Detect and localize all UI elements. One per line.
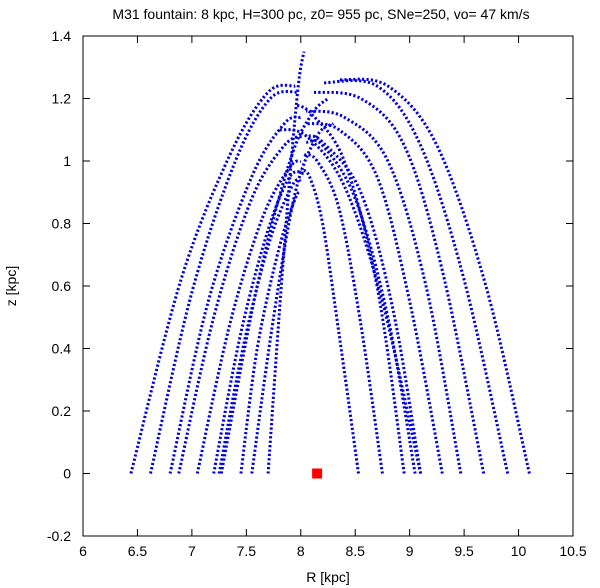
x-tick-label: 6.5 (128, 543, 148, 559)
trajectory-line (250, 122, 335, 474)
trajectory-line (338, 77, 531, 474)
trajectory-line (305, 134, 423, 474)
trajectory-line (305, 109, 463, 474)
x-tick-label: 7.5 (237, 543, 257, 559)
trajectories (129, 51, 531, 479)
x-tick-label: 8 (297, 543, 305, 559)
x-tick-label: 9.5 (454, 543, 474, 559)
y-axis-title: z [kpc] (3, 266, 19, 306)
x-axis: 6 6.5 7 7.5 8 8.5 9 9.5 10 10.5 (79, 36, 587, 559)
y-axis: -0.2 0 0.2 0.4 0.6 0.8 1 1.2 1.4 (47, 28, 573, 544)
trajectory-line (212, 170, 305, 474)
trajectory-line (303, 153, 384, 474)
y-tick-label: 0 (63, 466, 71, 482)
x-tick-label: 10 (511, 543, 527, 559)
x-tick-label: 10.5 (559, 543, 586, 559)
y-tick-label: 0.2 (52, 403, 72, 419)
y-tick-label: 1 (63, 153, 71, 169)
y-tick-label: 0.4 (52, 341, 72, 357)
trajectory-line (322, 79, 510, 474)
trajectory-line (294, 103, 406, 474)
chart-title: M31 fountain: 8 kpc, H=300 pc, z0= 955 p… (112, 6, 529, 22)
y-tick-label: 1.2 (52, 91, 72, 107)
y-tick-label: -0.2 (47, 528, 71, 544)
y-tick-label: 1.4 (52, 28, 72, 44)
trajectory-line (305, 122, 444, 474)
origin-marker (312, 468, 323, 479)
trajectory-line (217, 178, 302, 474)
trajectory-line (266, 51, 306, 474)
x-axis-title: R [kpc] (306, 569, 350, 585)
trajectory-line (305, 138, 417, 474)
trajectory-line (168, 115, 302, 474)
trajectory-line (219, 97, 330, 474)
trajectory-line (299, 168, 360, 474)
x-tick-label: 9 (406, 543, 414, 559)
y-tick-label: 0.6 (52, 278, 72, 294)
trajectory-line (195, 159, 302, 474)
trajectory-line (129, 83, 296, 474)
x-tick-label: 8.5 (345, 543, 365, 559)
x-tick-label: 7 (188, 543, 196, 559)
y-tick-label: 0.8 (52, 216, 72, 232)
x-tick-label: 6 (79, 543, 87, 559)
trajectory-line (239, 190, 302, 474)
trajectory-line (311, 90, 486, 474)
